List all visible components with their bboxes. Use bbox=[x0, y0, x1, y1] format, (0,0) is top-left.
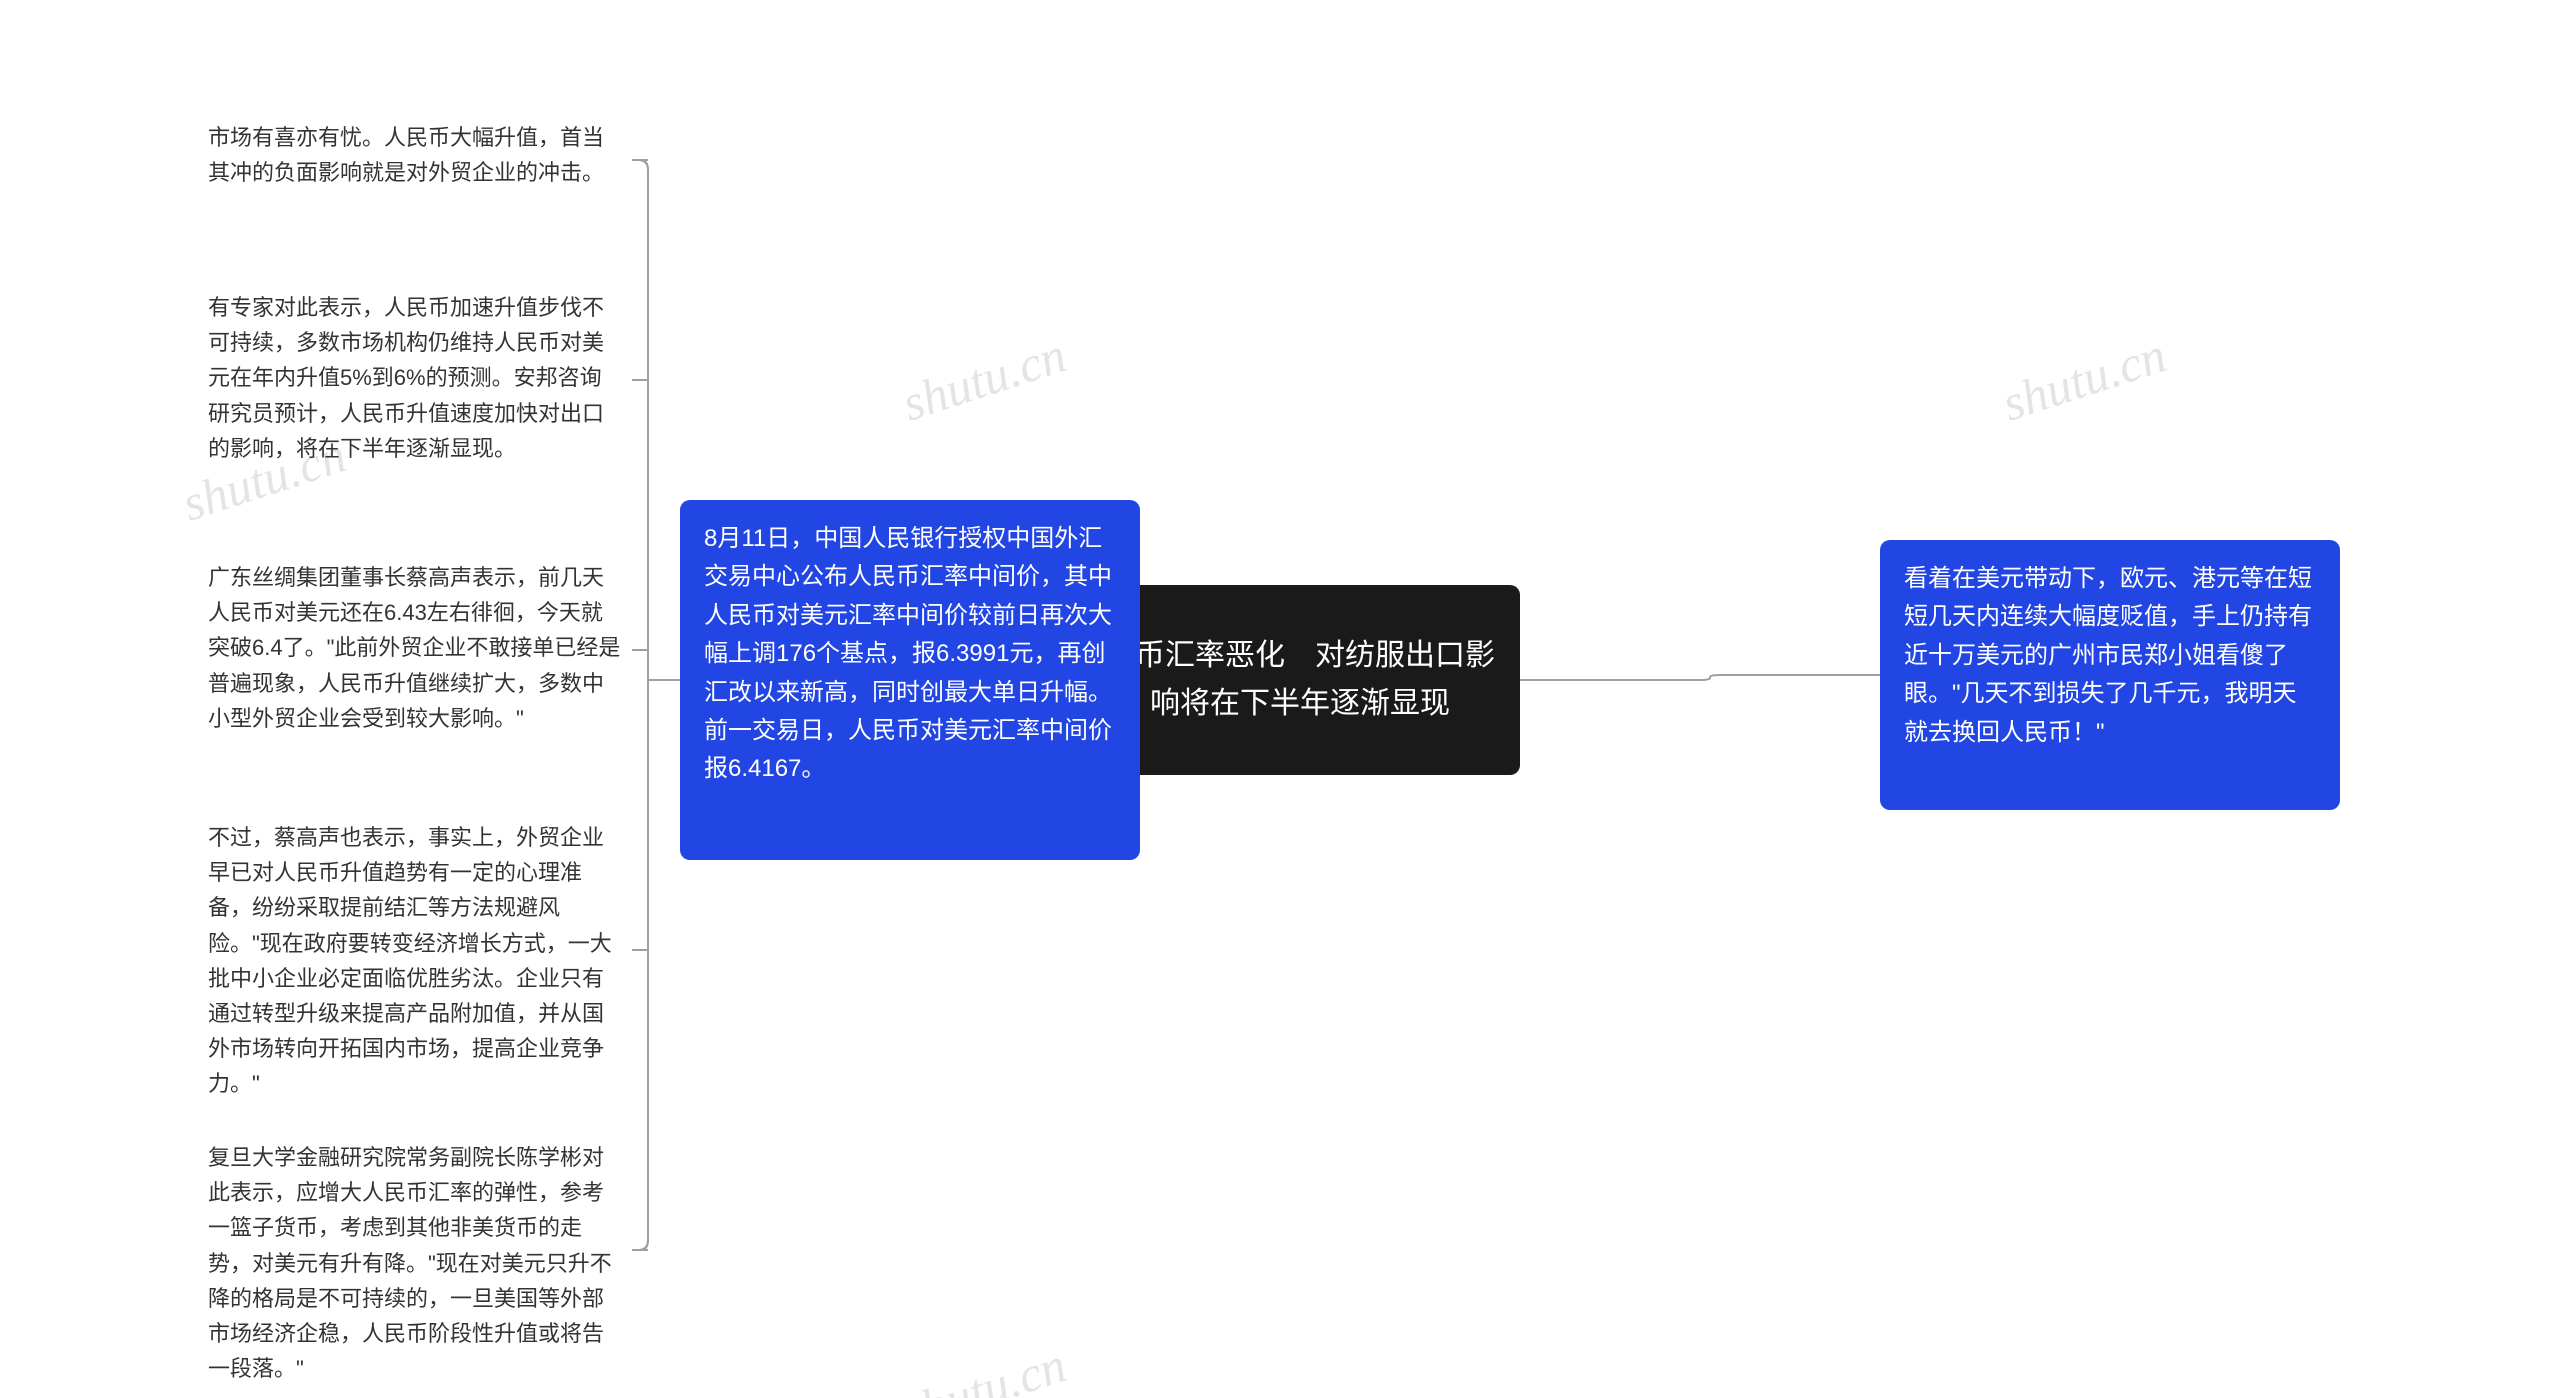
leaf-text: 有专家对此表示，人民币加速升值步伐不可持续，多数市场机构仍维持人民币对美元在年内… bbox=[208, 295, 604, 461]
leaf-text: 复旦大学金融研究院常务副院长陈学彬对此表示，应增大人民币汇率的弹性，参考一篮子货… bbox=[208, 1145, 612, 1381]
watermark: shutu.cn bbox=[895, 325, 1073, 432]
root-text: 货币汇率恶化 对纺服出口影响将在下半年逐渐显现 bbox=[1104, 632, 1496, 728]
root-node: 货币汇率恶化 对纺服出口影响将在下半年逐渐显现 bbox=[1080, 585, 1520, 775]
left-primary-text: 8月11日，中国人民银行授权中国外汇交易中心公布人民币汇率中间价，其中人民币对美… bbox=[704, 525, 1112, 782]
right-primary-text: 看着在美元带动下，欧元、港元等在短短几天内连续大幅度贬值，手上仍持有近十万美元的… bbox=[1904, 565, 2312, 746]
leaf-node: 广东丝绸集团董事长蔡高声表示，前几天人民币对美元还在6.43左右徘徊，今天就突破… bbox=[200, 560, 630, 736]
leaf-text: 不过，蔡高声也表示，事实上，外贸企业早已对人民币升值趋势有一定的心理准备，纷纷采… bbox=[208, 825, 612, 1096]
leaf-text: 广东丝绸集团董事长蔡高声表示，前几天人民币对美元还在6.43左右徘徊，今天就突破… bbox=[208, 565, 620, 731]
leaf-node: 不过，蔡高声也表示，事实上，外贸企业早已对人民币升值趋势有一定的心理准备，纷纷采… bbox=[200, 820, 630, 1102]
leaf-text: 市场有喜亦有忧。人民币大幅升值，首当其冲的负面影响就是对外贸企业的冲击。 bbox=[208, 125, 604, 185]
leaf-node: 有专家对此表示，人民币加速升值步伐不可持续，多数市场机构仍维持人民币对美元在年内… bbox=[200, 290, 630, 466]
left-primary-node: 8月11日，中国人民银行授权中国外汇交易中心公布人民币汇率中间价，其中人民币对美… bbox=[680, 500, 1140, 860]
leaf-node: 市场有喜亦有忧。人民币大幅升值，首当其冲的负面影响就是对外贸企业的冲击。 bbox=[200, 120, 630, 190]
watermark: shutu.cn bbox=[1995, 325, 2173, 432]
leaf-node: 复旦大学金融研究院常务副院长陈学彬对此表示，应增大人民币汇率的弹性，参考一篮子货… bbox=[200, 1140, 630, 1386]
right-primary-node: 看着在美元带动下，欧元、港元等在短短几天内连续大幅度贬值，手上仍持有近十万美元的… bbox=[1880, 540, 2340, 810]
watermark: shutu.cn bbox=[895, 1335, 1073, 1398]
